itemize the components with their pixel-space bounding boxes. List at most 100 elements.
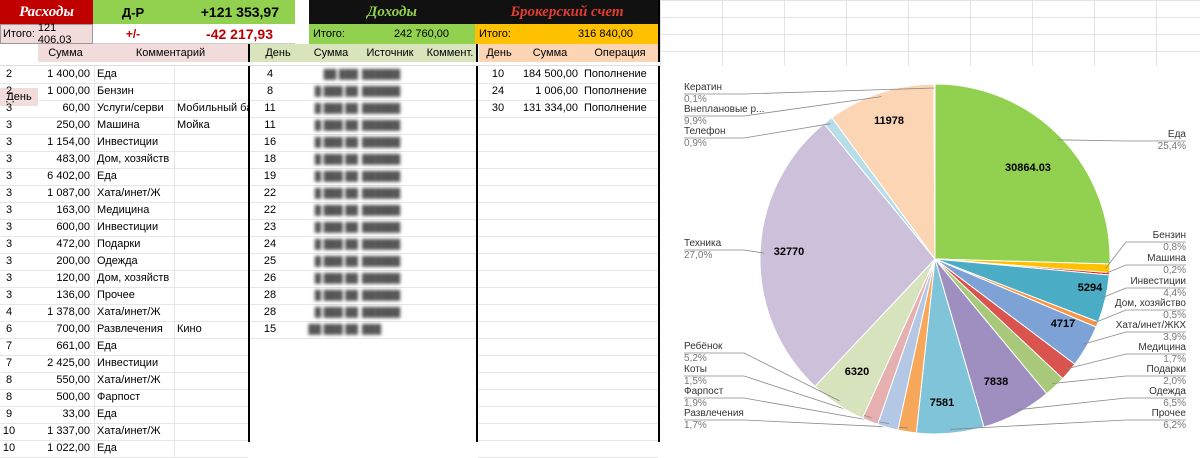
- expense-day[interactable]: 3: [5, 187, 13, 199]
- broker-operation[interactable]: Пополнение: [584, 102, 647, 114]
- expense-sum[interactable]: 163,00: [56, 204, 90, 216]
- income-comment[interactable]: [426, 236, 476, 253]
- expense-category[interactable]: Инвестиции: [94, 134, 174, 151]
- expense-category[interactable]: Еда: [94, 338, 174, 355]
- income-source[interactable]: ██████: [362, 69, 401, 79]
- expense-sum[interactable]: 60,00: [62, 102, 90, 114]
- expense-category[interactable]: Инвестиции: [94, 219, 174, 236]
- income-source[interactable]: ██████: [362, 239, 401, 249]
- income-day[interactable]: 16: [263, 136, 277, 148]
- expense-category[interactable]: Развлечения: [94, 321, 174, 338]
- income-comment[interactable]: [426, 304, 476, 321]
- expense-note[interactable]: [174, 372, 248, 389]
- expense-note[interactable]: [174, 355, 248, 372]
- expense-category[interactable]: Инвестиции: [94, 355, 174, 372]
- income-source[interactable]: ██████: [362, 307, 401, 317]
- expense-day[interactable]: 10: [2, 442, 16, 454]
- expense-note[interactable]: [174, 168, 248, 185]
- broker-sum[interactable]: 184 500,00: [522, 68, 578, 80]
- income-source[interactable]: ██████: [362, 273, 401, 283]
- expense-day[interactable]: 3: [5, 102, 13, 114]
- expense-note[interactable]: [174, 236, 248, 253]
- expense-note[interactable]: [174, 66, 248, 83]
- income-sum[interactable]: █ ███ ██: [314, 120, 358, 130]
- expense-sum[interactable]: 2 425,00: [47, 357, 90, 369]
- income-comment[interactable]: [426, 117, 476, 134]
- expense-sum[interactable]: 1 337,00: [47, 425, 90, 437]
- expense-sum[interactable]: 500,00: [56, 391, 90, 403]
- expense-day[interactable]: 3: [5, 272, 13, 284]
- broker-day[interactable]: 30: [491, 102, 505, 114]
- expense-note[interactable]: [174, 185, 248, 202]
- expense-day[interactable]: 8: [5, 391, 13, 403]
- expense-day[interactable]: 8: [5, 374, 13, 386]
- expense-category[interactable]: Медицина: [94, 202, 174, 219]
- expense-sum[interactable]: 1 087,00: [47, 187, 90, 199]
- expense-category[interactable]: Одежда: [94, 253, 174, 270]
- broker-day[interactable]: 24: [491, 85, 505, 97]
- income-source[interactable]: ██████: [362, 205, 401, 215]
- expense-sum[interactable]: 472,00: [56, 238, 90, 250]
- income-day[interactable]: 25: [263, 255, 277, 267]
- income-day[interactable]: 11: [264, 119, 276, 131]
- broker-operation[interactable]: Пополнение: [584, 85, 647, 97]
- income-comment[interactable]: [426, 151, 476, 168]
- income-sum[interactable]: █ ███ ██: [314, 171, 358, 181]
- income-day[interactable]: 24: [263, 238, 277, 250]
- expense-sum[interactable]: 6 402,00: [47, 170, 90, 182]
- income-comment[interactable]: [426, 321, 476, 338]
- expense-category[interactable]: Дом, хозяйств: [94, 151, 174, 168]
- expense-sum[interactable]: 200,00: [56, 255, 90, 267]
- income-sum[interactable]: █ ███ ██: [314, 256, 358, 266]
- expense-note[interactable]: [174, 253, 248, 270]
- expense-day[interactable]: 3: [5, 119, 13, 131]
- expense-day[interactable]: 2: [5, 85, 13, 97]
- expense-sum[interactable]: 600,00: [56, 221, 90, 233]
- expense-day[interactable]: 3: [5, 289, 13, 301]
- income-source[interactable]: ██████: [362, 290, 401, 300]
- income-source[interactable]: ██████: [362, 86, 401, 96]
- expense-category[interactable]: Подарки: [94, 236, 174, 253]
- expense-category[interactable]: Фарпост: [94, 389, 174, 406]
- income-comment[interactable]: [426, 287, 476, 304]
- expense-day[interactable]: 3: [5, 238, 13, 250]
- income-comment[interactable]: [426, 202, 476, 219]
- expense-category[interactable]: Еда: [94, 168, 174, 185]
- income-day[interactable]: 26: [263, 272, 277, 284]
- income-source[interactable]: ██████: [362, 222, 401, 232]
- expense-note[interactable]: [174, 423, 248, 440]
- broker-sum[interactable]: 131 334,00: [522, 102, 578, 114]
- income-comment[interactable]: [426, 83, 476, 100]
- income-source[interactable]: ██████: [362, 256, 401, 266]
- expense-category[interactable]: Хата/инет/Ж: [94, 423, 174, 440]
- income-comment[interactable]: [426, 219, 476, 236]
- expense-category[interactable]: Еда: [94, 440, 174, 457]
- expense-sum[interactable]: 250,00: [56, 119, 90, 131]
- expense-note[interactable]: [174, 83, 248, 100]
- expense-sum[interactable]: 1 154,00: [47, 136, 90, 148]
- income-comment[interactable]: [426, 185, 476, 202]
- expense-day[interactable]: 3: [5, 221, 13, 233]
- expense-note[interactable]: Кино: [174, 321, 248, 338]
- expense-sum[interactable]: 483,00: [56, 153, 90, 165]
- income-day[interactable]: 22: [263, 204, 277, 216]
- income-day[interactable]: 8: [266, 85, 274, 97]
- income-comment[interactable]: [426, 168, 476, 185]
- income-comment[interactable]: [426, 253, 476, 270]
- income-source[interactable]: ██████: [362, 120, 401, 130]
- expense-note[interactable]: [174, 406, 248, 423]
- broker-sum[interactable]: 1 006,00: [535, 85, 578, 97]
- income-sum[interactable]: █ ███ ██: [314, 86, 358, 96]
- income-sum[interactable]: █ ███ ██: [314, 103, 358, 113]
- income-comment[interactable]: [426, 134, 476, 151]
- expense-note[interactable]: [174, 440, 248, 457]
- expense-sum[interactable]: 1 022,00: [47, 442, 90, 454]
- income-sum[interactable]: █ ███ ██: [314, 188, 358, 198]
- income-sum[interactable]: █ ███ ██: [314, 154, 358, 164]
- expense-day[interactable]: 2: [5, 68, 13, 80]
- expense-note[interactable]: [174, 304, 248, 321]
- expense-sum[interactable]: 136,00: [56, 289, 90, 301]
- expense-category[interactable]: Еда: [94, 66, 174, 83]
- expense-note[interactable]: [174, 202, 248, 219]
- expense-day[interactable]: 7: [5, 340, 13, 352]
